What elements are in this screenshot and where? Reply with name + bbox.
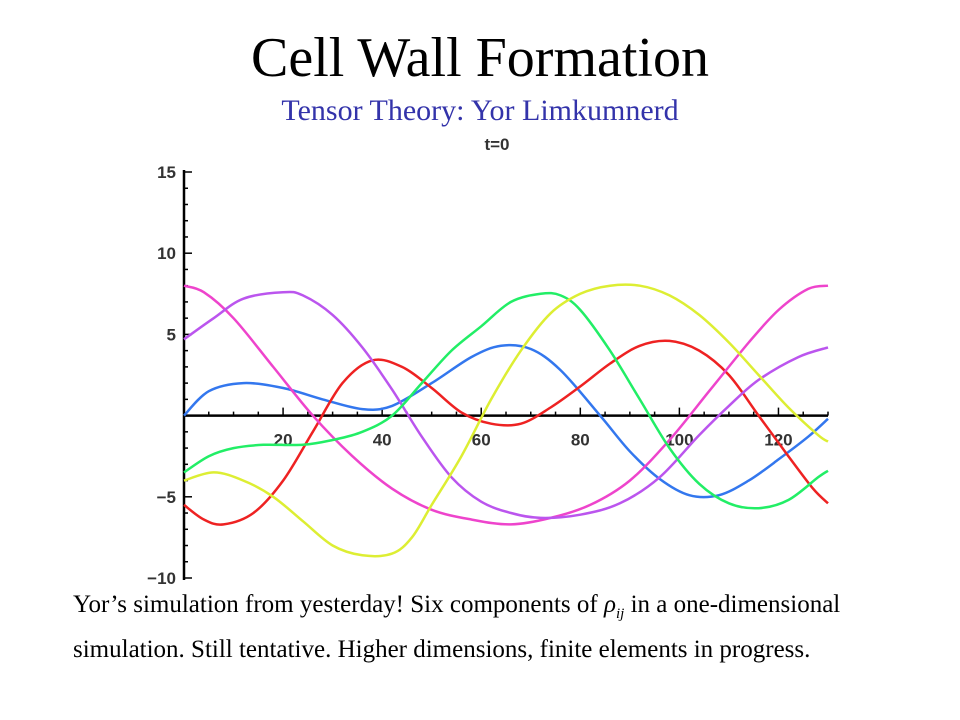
y-tick-label: −10 [147,569,176,588]
slide-title: Cell Wall Formation [251,27,709,89]
series-line-3 [183,284,829,526]
series-line-1 [183,343,829,499]
y-tick-label: 5 [167,325,176,344]
y-tick-label: 15 [157,163,176,182]
caption-text-start: Yor’s simulation from yesterday! Six com… [73,591,604,618]
series-line-4 [183,290,829,520]
y-tick-label: −5 [157,488,176,507]
chart-series [183,283,829,558]
x-tick-label: 20 [274,431,293,450]
rho-subscript: ij [615,606,625,622]
chart-time-label: t=0 [484,135,509,154]
series-line-2 [183,339,829,526]
x-tick-label: 60 [472,431,491,450]
series-line-5 [183,291,829,510]
x-tick-label: 120 [764,431,792,450]
caption-text-end: in a one-dimensional simulation. Still t… [73,591,841,663]
rho-symbol: ρ [603,591,616,618]
slide-subtitle: Tensor Theory: Yor Limkumnerd [281,94,679,127]
slide-caption: Yor’s simulation from yesterday! Six com… [73,587,893,667]
y-tick-label: 10 [157,244,176,263]
series-line-6 [183,283,829,558]
x-tick-label: 40 [373,431,392,450]
x-tick-label: 80 [571,431,590,450]
